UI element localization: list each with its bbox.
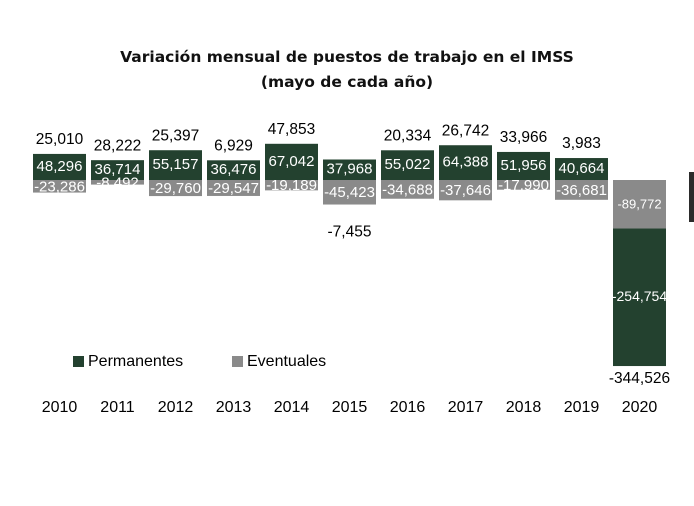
legend-label: Permanentes — [88, 353, 183, 370]
x-tick-label: 2010 — [42, 399, 78, 416]
data-label-total: 47,853 — [268, 121, 315, 138]
x-tick-label: 2018 — [506, 399, 542, 416]
x-tick-label: 2020 — [622, 399, 658, 416]
x-tick-label: 2016 — [390, 399, 426, 416]
x-tick-label: 2012 — [158, 399, 194, 416]
bar-permanentes — [33, 153, 86, 180]
x-tick-label: 2011 — [100, 399, 135, 416]
bar-eventuales — [149, 180, 202, 197]
bar-permanentes — [207, 160, 260, 180]
bar-eventuales — [497, 180, 550, 190]
bar-permanentes — [149, 150, 202, 180]
legend-label: Eventuales — [247, 353, 326, 370]
data-label-permanentes: 37,968 — [327, 161, 373, 178]
data-label-permanentes: -254,754 — [612, 288, 667, 304]
bar-permanentes — [381, 150, 434, 180]
data-label-total: 28,222 — [94, 137, 141, 154]
chart-subtitle: (mayo de cada año) — [260, 73, 434, 91]
data-label-total: 20,334 — [384, 127, 432, 144]
bar-eventuales — [555, 180, 608, 200]
bar-permanentes — [265, 143, 318, 180]
clipped-edge-mark — [689, 172, 694, 222]
x-tick-label: 2013 — [216, 399, 252, 416]
data-label-eventuales: -23,286 — [34, 178, 85, 195]
data-label-permanentes: 48,296 — [37, 158, 83, 175]
legend-swatch — [73, 356, 84, 367]
data-label-permanentes: 55,157 — [153, 156, 199, 173]
data-label-eventuales: -89,772 — [617, 197, 661, 212]
bar-eventuales — [323, 180, 376, 205]
data-label-total: 25,397 — [152, 127, 199, 144]
data-label-permanentes: 51,956 — [501, 157, 547, 174]
bar-permanentes — [497, 151, 550, 180]
chart-title: Variación mensual de puestos de trabajo … — [120, 48, 574, 66]
data-label-total: 26,742 — [442, 122, 489, 139]
data-label-permanentes: 40,664 — [559, 160, 605, 177]
bar-eventuales — [613, 180, 666, 229]
bar-permanentes — [91, 160, 144, 180]
data-label-total: 25,010 — [36, 131, 84, 148]
bar-eventuales — [91, 180, 144, 185]
data-label-permanentes: 67,042 — [269, 153, 315, 170]
bar-eventuales — [381, 180, 434, 199]
bar-eventuales — [33, 180, 86, 193]
data-label-eventuales: -37,646 — [440, 182, 491, 199]
bar-permanentes — [613, 228, 666, 367]
data-label-total: -7,455 — [328, 224, 372, 241]
data-label-total: -344,526 — [609, 370, 670, 387]
x-tick-label: 2014 — [274, 399, 310, 416]
data-label-eventuales: -29,760 — [150, 180, 201, 197]
bar-permanentes — [439, 145, 492, 180]
bar-eventuales — [439, 180, 492, 201]
bar-eventuales — [207, 180, 260, 196]
x-tick-label: 2015 — [332, 399, 368, 416]
data-label-eventuales: -8,492 — [96, 174, 139, 191]
x-tick-label: 2019 — [564, 399, 600, 416]
data-label-permanentes: 55,022 — [385, 156, 431, 173]
bar-eventuales — [265, 180, 318, 191]
legend-swatch — [232, 356, 243, 367]
data-label-eventuales: -36,681 — [556, 182, 607, 199]
data-label-eventuales: -19,189 — [266, 177, 317, 194]
bar-permanentes — [555, 158, 608, 180]
data-label-eventuales: -45,423 — [324, 184, 375, 201]
data-label-eventuales: -17,990 — [498, 177, 549, 194]
data-label-permanentes: 64,388 — [443, 154, 489, 171]
data-label-permanentes: 36,714 — [95, 161, 141, 178]
x-tick-label: 2017 — [448, 399, 484, 416]
bar-permanentes — [323, 159, 376, 180]
data-label-eventuales: -29,547 — [208, 180, 259, 197]
data-label-total: 6,929 — [214, 137, 253, 154]
data-label-total: 3,983 — [562, 135, 601, 152]
data-label-total: 33,966 — [500, 129, 547, 146]
data-label-eventuales: -34,688 — [382, 181, 433, 198]
data-label-permanentes: 36,476 — [211, 161, 257, 178]
